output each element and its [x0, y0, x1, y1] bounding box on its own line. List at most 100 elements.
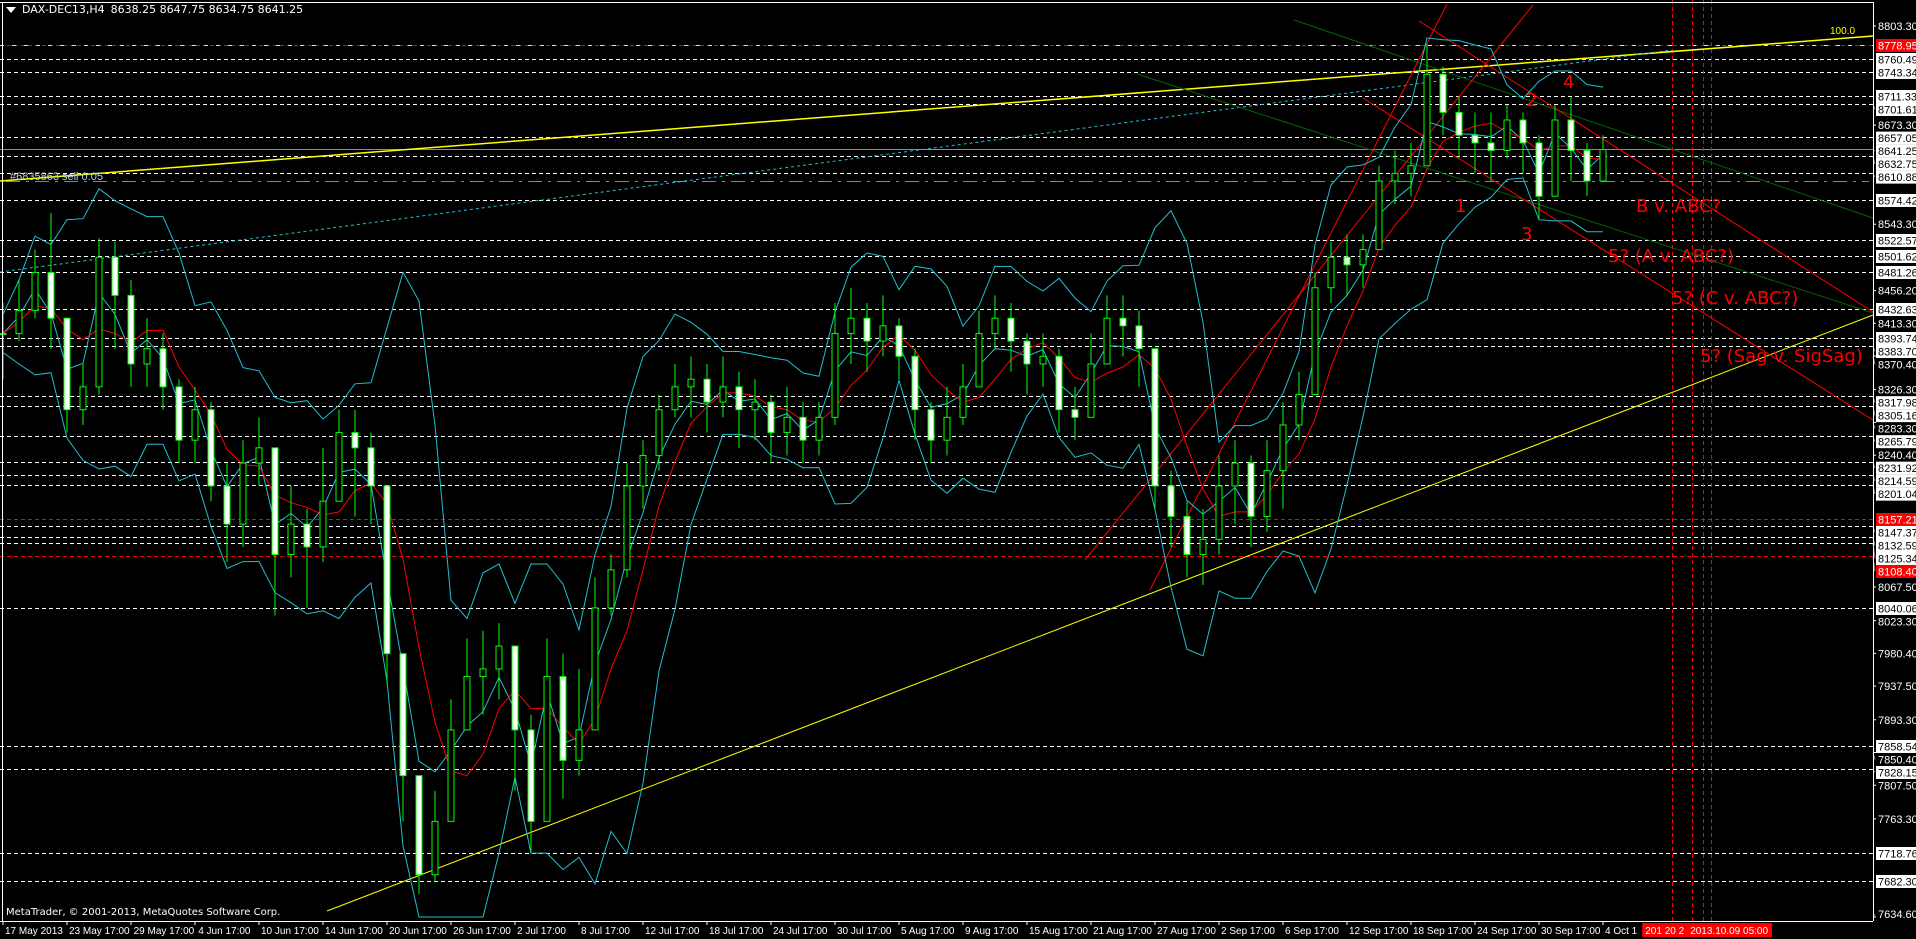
candle-body — [1183, 515, 1191, 556]
level-label: 8147.37 — [1878, 528, 1916, 540]
candle-body — [831, 332, 839, 418]
candle-body — [1471, 134, 1479, 144]
time-tick-label: 8 Jul 17:00 — [581, 926, 630, 937]
level-label: 8574.42 — [1878, 196, 1916, 208]
candle-body — [1599, 149, 1607, 182]
level-label-box — [1876, 157, 1916, 171]
wave-label: 1 — [1455, 196, 1466, 217]
candle-body — [879, 325, 887, 342]
level-label: 8157.21 — [1878, 515, 1916, 527]
candle-body — [271, 447, 279, 556]
level-label-box — [1876, 303, 1916, 316]
yellow-upper-trendline — [0, 35, 1874, 182]
candle-body — [399, 653, 407, 777]
time-tick-label: 23 May 17:00 — [69, 926, 130, 937]
candle-body — [991, 317, 999, 334]
level-label: 8393.74 — [1878, 334, 1916, 346]
candle-body — [1487, 142, 1495, 151]
candle-body — [303, 523, 311, 548]
time-tick-label: 9 Aug 17:00 — [965, 926, 1019, 937]
level-label-box — [1876, 39, 1916, 52]
level-label-box — [1876, 194, 1916, 207]
red-steep-line-1 — [1149, 3, 1448, 591]
candle-body — [751, 401, 759, 411]
candle-body — [895, 325, 903, 357]
level-label: 8610.88 — [1878, 172, 1916, 184]
chart-header: DAX-DEC13,H4 8638.25 8647.75 8634.75 864… — [4, 3, 303, 16]
lower-band — [2, 177, 1604, 918]
candle-body — [527, 729, 535, 822]
level-label: 8501.62 — [1878, 252, 1916, 264]
level-label-box — [1876, 66, 1916, 79]
candle-body — [911, 355, 919, 411]
level-label-box — [1876, 766, 1916, 779]
symbol-label: DAX-DEC13,H4 — [22, 3, 105, 16]
candle-body — [959, 386, 967, 418]
candle-body — [1375, 180, 1383, 251]
candle-body — [351, 432, 359, 449]
time-tick-label: 2 Jul 17:00 — [517, 926, 566, 937]
candle-body — [1343, 256, 1351, 266]
candle-body — [1199, 538, 1207, 556]
level-label-box — [1876, 847, 1916, 860]
candle-body — [1503, 119, 1511, 151]
level-label: 8383.70 — [1878, 347, 1916, 359]
price-tick-label: 8803.30 — [1878, 21, 1916, 33]
level-label-box — [1876, 332, 1916, 345]
current-price-label-box — [1876, 144, 1916, 158]
candle-body — [383, 485, 391, 655]
candle-body — [207, 409, 215, 487]
level-label-box — [1876, 103, 1916, 116]
wave-annotation: 5? (A v. ABC?) — [1608, 246, 1734, 267]
candle-body — [127, 294, 135, 365]
candle-body — [1263, 470, 1271, 517]
price-tick-label: 8326.30 — [1878, 385, 1916, 397]
level-label: 8632.75 — [1878, 159, 1916, 171]
ohlc-values: 8638.25 8647.75 8634.75 8641.25 — [110, 3, 304, 16]
candle-body — [367, 447, 375, 487]
cyan-dotted-trendline — [0, 49, 1673, 273]
dropdown-triangle-icon[interactable] — [6, 6, 16, 13]
level-label: 8265.79 — [1878, 437, 1916, 449]
time-tick-label: 10 Jun 17:00 — [261, 926, 319, 937]
level-label-box — [1876, 53, 1916, 66]
candle-body — [191, 409, 199, 441]
candle-body — [159, 348, 167, 388]
red-channel-lower — [1362, 97, 1874, 421]
candle-body — [1055, 355, 1063, 411]
trendlines — [0, 3, 1874, 912]
price-tick-label: 8023.30 — [1878, 617, 1916, 629]
candle-body — [63, 317, 71, 411]
time-tick-label: 14 Jun 17:00 — [325, 926, 383, 937]
time-tick-label: 4 Jun 17:00 — [198, 926, 251, 937]
candle-body — [319, 500, 327, 548]
candle-body — [1407, 165, 1415, 174]
level-label: 8778.95 — [1878, 41, 1916, 53]
level-label-box — [1876, 131, 1916, 145]
candle-body — [1423, 73, 1431, 167]
price-tick-label: 7634.60 — [1878, 909, 1916, 921]
wave-annotation: 5? (C v. ABC?) — [1672, 288, 1798, 309]
candle-body — [1359, 249, 1367, 266]
level-label-box — [1876, 170, 1916, 184]
candle-body — [495, 645, 503, 670]
candle-body — [143, 348, 151, 365]
candle-body — [447, 729, 455, 822]
level-label: 8317.98 — [1878, 398, 1916, 410]
candle-body — [31, 271, 39, 312]
price-tick-label: 7937.50 — [1878, 681, 1916, 693]
time-tick-label: 6 Sep 17:00 — [1285, 926, 1339, 937]
level-label: 8305.16 — [1878, 411, 1916, 423]
level-label: 7682.30 — [1878, 877, 1916, 889]
candle-body — [719, 386, 727, 403]
candle-body — [1071, 409, 1079, 418]
yellow-support-trendline — [326, 314, 1874, 912]
level-label: 8760.49 — [1878, 55, 1916, 67]
time-tick-label: 12 Sep 17:00 — [1349, 926, 1409, 937]
candle-body — [1167, 485, 1175, 517]
candle-body — [1023, 340, 1031, 365]
candle-body — [1519, 119, 1527, 144]
level-label-box — [1876, 396, 1916, 410]
candle-body — [1151, 348, 1159, 487]
